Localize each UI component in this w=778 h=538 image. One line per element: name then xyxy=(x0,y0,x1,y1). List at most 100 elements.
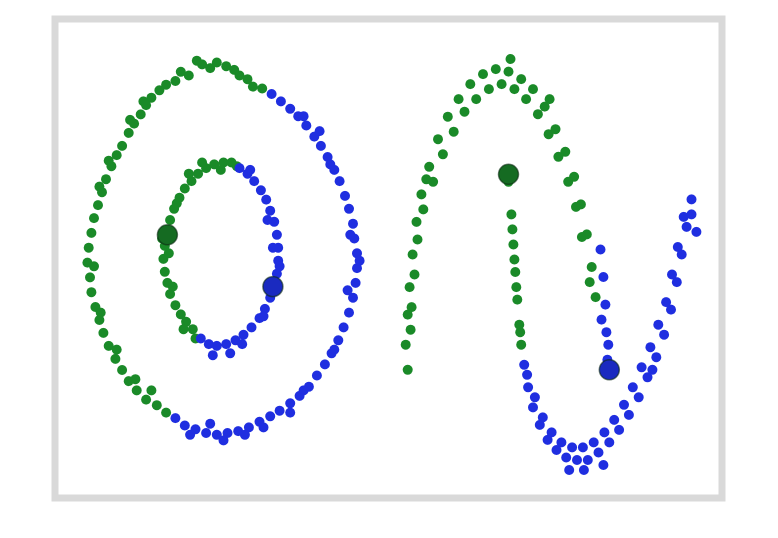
moon-point xyxy=(543,129,554,140)
moon-point xyxy=(406,302,417,313)
moon-point xyxy=(603,339,614,350)
circle-point xyxy=(218,435,229,446)
moon-point xyxy=(539,101,550,112)
circle-point xyxy=(146,92,157,103)
circle-centroid-marker xyxy=(156,224,179,246)
moon-point xyxy=(636,362,647,373)
circle-point xyxy=(271,229,282,240)
circle-point xyxy=(130,374,141,385)
circle-point xyxy=(175,66,186,77)
moon-point xyxy=(529,392,540,403)
circle-point xyxy=(89,261,99,272)
circles-scatter-plot xyxy=(82,55,365,446)
moon-point xyxy=(510,267,521,277)
moon-point xyxy=(563,176,574,187)
moon-point xyxy=(598,460,609,470)
circle-point xyxy=(340,190,350,201)
moon-point xyxy=(671,277,682,288)
circle-point xyxy=(86,287,97,298)
circle-centroid-marker xyxy=(262,275,284,298)
moon-point xyxy=(582,455,593,465)
moon-point xyxy=(593,447,604,458)
circle-point xyxy=(344,307,354,318)
circle-point xyxy=(111,344,122,355)
circle-point xyxy=(159,266,170,277)
moon-point xyxy=(514,319,525,330)
circle-point xyxy=(161,407,172,418)
circle-point xyxy=(225,348,236,359)
circle-point xyxy=(171,198,182,209)
circle-point xyxy=(183,168,194,179)
moon-point xyxy=(528,84,538,95)
moon-point xyxy=(596,314,607,325)
circle-point xyxy=(203,339,214,350)
circle-point xyxy=(85,272,95,283)
moon-point xyxy=(507,224,518,235)
circle-point xyxy=(86,227,97,238)
moon-point xyxy=(619,399,629,410)
circle-point xyxy=(275,96,286,107)
circle-point xyxy=(215,164,226,175)
moon-point xyxy=(584,277,595,288)
moon-point xyxy=(411,216,422,227)
circle-point xyxy=(101,174,111,185)
moon-point xyxy=(599,427,610,438)
moon-point xyxy=(402,364,413,375)
circle-point xyxy=(238,329,249,340)
moons-scatter-plot xyxy=(400,54,702,475)
circle-point xyxy=(246,322,257,333)
circle-point xyxy=(350,277,361,288)
moon-point xyxy=(678,211,689,222)
circle-point xyxy=(207,350,218,361)
moon-point xyxy=(512,294,523,305)
moon-point xyxy=(567,442,578,453)
circle-point xyxy=(249,176,260,187)
moon-point xyxy=(506,209,517,220)
moon-point xyxy=(571,201,581,212)
circle-point xyxy=(165,215,176,225)
moon-point xyxy=(586,262,597,272)
circle-point xyxy=(131,385,142,396)
moon-point xyxy=(433,134,443,145)
circle-point xyxy=(94,181,105,192)
circle-point xyxy=(170,300,181,311)
moon-point xyxy=(590,292,601,303)
circle-point xyxy=(195,333,206,344)
circle-point xyxy=(242,74,253,85)
circle-point xyxy=(234,70,245,81)
circle-point xyxy=(141,394,152,405)
moon-point xyxy=(522,369,533,380)
moon-point xyxy=(623,409,634,420)
circle-point xyxy=(285,103,296,114)
circle-point xyxy=(111,150,122,161)
circle-point xyxy=(83,242,94,253)
circle-point xyxy=(258,422,269,433)
circle-point xyxy=(285,398,296,409)
circle-point xyxy=(243,422,254,433)
circle-point xyxy=(146,385,157,396)
moon-point xyxy=(676,249,687,260)
moon-point xyxy=(508,239,519,250)
moon-point xyxy=(691,226,702,237)
moon-point xyxy=(409,269,420,280)
circle-point xyxy=(167,281,178,292)
circle-point xyxy=(95,307,106,318)
circle-point xyxy=(103,340,114,351)
moon-point xyxy=(686,194,697,205)
circle-point xyxy=(178,324,189,335)
circle-point xyxy=(154,85,165,96)
circle-point xyxy=(266,89,277,99)
circle-point xyxy=(265,411,276,422)
circle-point xyxy=(315,140,326,151)
circle-point xyxy=(314,126,325,137)
moon-point xyxy=(404,282,415,293)
circle-point xyxy=(261,194,272,205)
circle-point xyxy=(298,385,309,396)
circle-point xyxy=(221,339,232,350)
moon-point xyxy=(505,54,516,64)
moon-point xyxy=(550,124,561,135)
moon-point xyxy=(561,452,572,463)
moon-point xyxy=(519,359,530,370)
moon-point xyxy=(532,109,543,120)
circle-point xyxy=(338,322,349,333)
